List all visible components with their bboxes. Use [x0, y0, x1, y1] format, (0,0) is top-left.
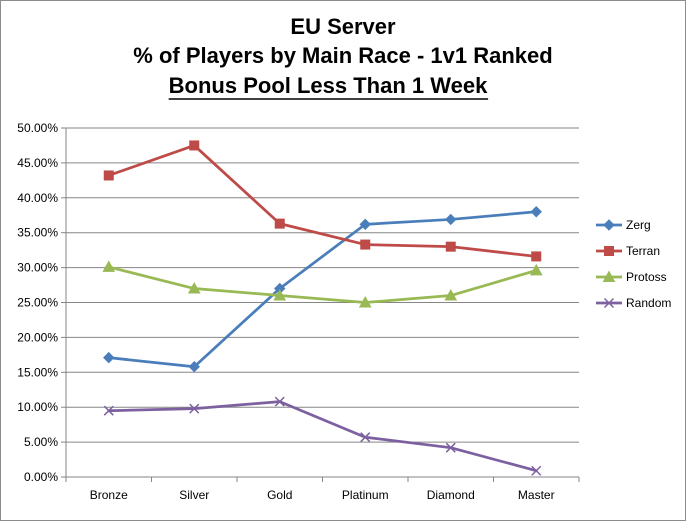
series-zerg: [103, 206, 542, 373]
legend-marker: [603, 297, 615, 309]
legend-marker: [603, 219, 615, 231]
plot-area: 0.00% 5.00% 10.00% 15.00% 20.00% 25.00% 30.00%…: [17, 121, 580, 502]
x-tick-label: Bronze: [90, 488, 128, 502]
series-line-zerg: [107, 210, 538, 369]
y-tick-label: 20.00%: [17, 330, 58, 344]
legend-marker: [604, 246, 614, 256]
data-point-random: [189, 403, 200, 414]
y-tick-label: 0.00%: [24, 470, 58, 484]
series-random: [103, 396, 542, 476]
legend-item-terran: Terran: [596, 244, 660, 258]
data-point-protoss: [529, 263, 543, 276]
data-point-terran: [103, 170, 114, 181]
series-protoss: [102, 260, 543, 308]
y-tick-label: 45.00%: [17, 156, 58, 170]
y-tick-label: 15.00%: [17, 365, 58, 379]
data-point-protoss: [358, 295, 372, 308]
legend-label: Random: [626, 296, 671, 310]
y-tick-label: 40.00%: [17, 191, 58, 205]
data-point-random: [531, 465, 542, 476]
data-point-random: [445, 442, 456, 453]
marker-stroke: [531, 465, 542, 476]
series-line-protoss: [107, 265, 538, 304]
data-point-protoss: [444, 288, 458, 301]
data-point-zerg: [359, 218, 371, 231]
data-point-random: [360, 432, 371, 443]
data-point-terran: [360, 239, 371, 250]
legend-label: Zerg: [626, 218, 651, 232]
y-tick-label: 30.00%: [17, 261, 58, 275]
marker-stroke: [274, 396, 285, 407]
x-tick-label: Silver: [179, 488, 209, 502]
series-terran: [103, 140, 542, 262]
data-point-terran: [274, 218, 285, 229]
x-tick-label: Gold: [267, 488, 292, 502]
marker-stroke: [189, 403, 200, 414]
legend-item-protoss: Protoss: [596, 270, 667, 284]
data-point-terran: [189, 140, 200, 151]
legend-label: Protoss: [626, 270, 667, 284]
data-point-zerg: [530, 206, 542, 218]
x-tick-label: Master: [518, 488, 555, 502]
data-point-terran: [531, 251, 542, 262]
marker-stroke: [603, 297, 615, 309]
legend-item-zerg: Zerg: [596, 218, 651, 232]
y-tick-label: 5.00%: [24, 435, 58, 449]
chart-title: EU Server % of Players by Main Race - 1v…: [133, 14, 553, 100]
data-point-protoss: [187, 282, 201, 294]
chart-title-line-3: Bonus Pool Less Than 1 Week: [169, 73, 488, 98]
series-line-terran: [107, 144, 538, 258]
marker-stroke: [445, 442, 456, 453]
data-point-zerg: [445, 213, 457, 226]
data-point-terran: [445, 241, 456, 252]
y-tick-label: 25.00%: [17, 296, 58, 310]
marker-stroke: [103, 405, 114, 416]
legend-marker: [602, 270, 616, 282]
data-point-random: [103, 405, 114, 416]
marker-stroke: [360, 432, 371, 443]
y-tick-label: 50.00%: [17, 121, 58, 135]
y-tick-label: 10.00%: [17, 400, 58, 414]
data-point-protoss: [102, 260, 116, 272]
data-point-random: [274, 396, 285, 407]
data-point-zerg: [188, 361, 200, 373]
x-tick-label: Diamond: [427, 488, 475, 502]
data-point-zerg: [103, 351, 115, 364]
data-point-protoss: [273, 288, 287, 301]
series-line-random: [107, 400, 538, 473]
legend: Zerg Terran Protoss Random: [596, 218, 671, 310]
chart-title-line-1: EU Server: [290, 14, 396, 39]
legend-label: Terran: [626, 244, 660, 258]
y-tick-label: 35.00%: [17, 226, 58, 240]
chart-title-line-2: % of Players by Main Race - 1v1 Ranked: [133, 43, 552, 68]
x-tick-label: Platinum: [342, 488, 389, 502]
legend-item-random: Random: [596, 296, 671, 310]
